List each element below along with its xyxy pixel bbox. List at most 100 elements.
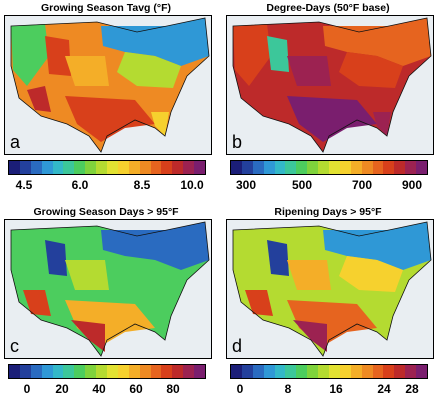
colorbar-swatch	[117, 161, 129, 174]
colorbar-swatch	[339, 365, 351, 378]
colorbar-ticks: 300 500 700 900	[222, 178, 434, 192]
tick-label: 4.5	[15, 178, 33, 192]
colorbar-swatch	[252, 365, 264, 378]
colorbar-swatch	[383, 365, 395, 378]
colorbar-swatch	[52, 161, 64, 174]
colorbar-swatch	[19, 365, 31, 378]
colorbar-swatch	[329, 161, 340, 174]
map-panel-b: Degree-Days (50°F base) b 300 500 700 90…	[222, 2, 434, 197]
map-panel-d: Ripening Days > 95°F d 0 8 16 24 28	[222, 206, 434, 400]
colorbar-swatch	[96, 365, 108, 378]
colorbar-swatch	[339, 161, 351, 174]
tick-label: 6.0	[71, 178, 89, 192]
panel-letter: d	[232, 336, 243, 356]
us-map-heatmap	[5, 220, 211, 358]
colorbar-swatch	[241, 365, 253, 378]
colorbar-swatch	[318, 365, 330, 378]
colorbar-ticks: 0 20 40 60 80	[0, 382, 212, 396]
colorbar-swatch	[274, 365, 286, 378]
colorbar-swatch	[30, 365, 42, 378]
colorbar-ticks: 4.5 6.0 8.5 10.0	[0, 178, 212, 192]
tick-label: 8	[284, 382, 292, 396]
colorbar-swatch	[63, 161, 75, 174]
colorbar-swatch	[350, 161, 362, 174]
colorbar-swatch	[307, 161, 319, 174]
colorbar-swatch	[285, 161, 297, 174]
tick-label: 40	[92, 382, 106, 396]
colorbar-swatch	[372, 365, 384, 378]
colorbar-swatch	[252, 161, 264, 174]
tick-label: 28	[405, 382, 419, 396]
colorbar-swatch	[161, 161, 173, 174]
colorbar-swatch	[194, 161, 206, 174]
colorbar	[230, 364, 428, 379]
panel-letter: c	[10, 336, 19, 356]
tick-label: 60	[129, 382, 143, 396]
tick-label: 16	[329, 382, 343, 396]
panel-title: Growing Season Tavg (°F)	[40, 2, 171, 14]
colorbar-swatch	[416, 161, 428, 174]
colorbar-swatch	[183, 161, 195, 174]
tick-label: 10.0	[180, 178, 204, 192]
tick-label: 8.5	[133, 178, 151, 192]
tick-label: 0	[23, 382, 31, 396]
us-map-heatmap	[227, 220, 433, 358]
colorbar-swatch	[139, 161, 151, 174]
colorbar-swatch	[350, 365, 362, 378]
colorbar	[230, 160, 428, 175]
map-image: c	[4, 219, 212, 359]
tick-label: 80	[166, 382, 180, 396]
colorbar-swatch	[52, 365, 64, 378]
panel-title: Degree-Days (50°F base)	[266, 2, 390, 14]
colorbar-swatch	[361, 365, 373, 378]
colorbar-swatch	[405, 365, 417, 378]
colorbar-swatch	[263, 365, 275, 378]
colorbar-swatch	[383, 161, 395, 174]
colorbar-swatch	[161, 365, 173, 378]
colorbar	[8, 160, 206, 175]
colorbar-swatch	[307, 365, 319, 378]
colorbar-swatch	[172, 161, 184, 174]
tick-label: 700	[351, 178, 373, 192]
colorbar-swatch	[107, 365, 118, 378]
colorbar-swatch	[172, 365, 184, 378]
tick-label: 300	[235, 178, 257, 192]
panel-letter: a	[10, 132, 21, 152]
tick-label: 0	[236, 382, 244, 396]
map-panel-a: Growing Season Tavg (°F) a 4.5 6.0 8.5 1…	[0, 2, 212, 197]
colorbar-swatch	[241, 161, 253, 174]
panel-title: Growing Season Days > 95°F	[33, 206, 179, 218]
colorbar-swatch	[85, 161, 97, 174]
colorbar-swatch	[63, 365, 75, 378]
colorbar-swatch	[296, 161, 308, 174]
colorbar-swatch	[318, 161, 330, 174]
colorbar-swatch	[194, 365, 206, 378]
colorbar-swatch	[41, 365, 53, 378]
colorbar-swatch	[41, 161, 53, 174]
colorbar-swatch	[19, 161, 31, 174]
colorbar-swatch	[139, 365, 151, 378]
colorbar-swatch	[361, 161, 373, 174]
tick-label: 900	[401, 178, 423, 192]
tick-label: 20	[55, 382, 69, 396]
colorbar-swatch	[128, 365, 140, 378]
colorbar-ticks: 0 8 16 24 28	[222, 382, 434, 396]
colorbar-swatch	[9, 161, 20, 174]
colorbar-swatch	[329, 365, 340, 378]
colorbar-swatch	[394, 161, 406, 174]
colorbar-swatch	[9, 365, 20, 378]
colorbar-swatch	[405, 161, 417, 174]
colorbar-swatch	[263, 161, 275, 174]
colorbar-swatch	[285, 365, 297, 378]
colorbar-swatch	[416, 365, 428, 378]
colorbar-swatch	[150, 161, 162, 174]
colorbar-swatch	[96, 161, 108, 174]
colorbar-swatch	[183, 365, 195, 378]
tick-label: 500	[291, 178, 313, 192]
panel-letter: b	[232, 132, 243, 152]
colorbar-swatch	[85, 365, 97, 378]
colorbar-swatch	[117, 365, 129, 378]
colorbar	[8, 364, 206, 379]
colorbar-swatch	[128, 161, 140, 174]
colorbar-swatch	[30, 161, 42, 174]
